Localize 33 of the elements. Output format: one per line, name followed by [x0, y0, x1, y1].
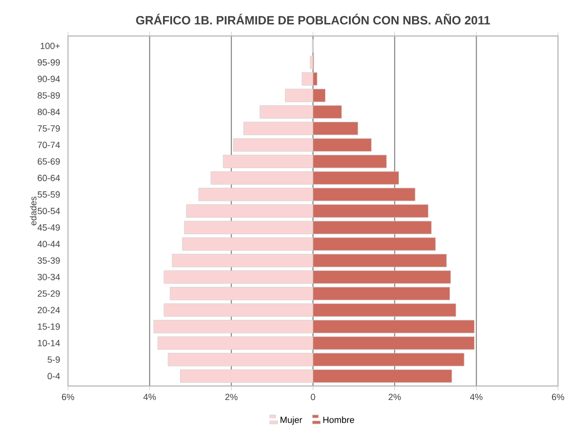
x-tick-label: 6% — [62, 394, 74, 400]
y-tick-label: 50-54 — [38, 208, 60, 214]
y-tick-label: 35-39 — [38, 257, 60, 264]
x-tick-label: 2% — [388, 394, 401, 400]
y-tick-label: 0-4 — [48, 372, 60, 380]
y-tick-label: 5-9 — [48, 356, 60, 363]
y-tick-label: 75-79 — [38, 125, 60, 132]
y-tick-label: 85-89 — [38, 92, 60, 99]
y-axis-title: edades — [30, 196, 36, 226]
x-tick-label: 4% — [470, 394, 482, 400]
y-tick-label: 45-49 — [38, 224, 60, 231]
x-tick-label: 6% — [552, 394, 564, 400]
x-tick-label: 0 — [310, 394, 316, 400]
y-tick-label: 15-19 — [38, 323, 60, 330]
y-tick-label: 60-64 — [38, 174, 60, 182]
chart-title: GRÁFICO 1B. PIRÁMIDE DE POBLACIÓN CON NBS. AÑO 2011 — [136, 14, 490, 24]
y-tick-label: 20-24 — [38, 306, 60, 314]
y-tick-label: 90-94 — [38, 76, 60, 82]
y-tick-label: 70-74 — [38, 142, 60, 148]
y-tick-label: 40-44 — [38, 240, 60, 248]
y-tick-label: 80-84 — [38, 108, 60, 116]
y-tick-label: 55-59 — [38, 191, 60, 198]
y-tick-label: 65-69 — [38, 158, 60, 165]
x-tick-label: 4% — [143, 394, 156, 400]
y-tick-label: 25-29 — [38, 290, 60, 297]
bar — [302, 72, 314, 86]
legend-label: Mujer — [280, 416, 302, 425]
y-tick-label: 10-14 — [38, 340, 60, 346]
y-tick-label: 95-99 — [38, 59, 60, 66]
y-tick-label: 100+ — [40, 42, 60, 50]
x-tick-label: 2% — [225, 394, 238, 400]
legend-label: Hombre — [323, 416, 354, 424]
y-tick-label: 30-34 — [38, 274, 60, 280]
